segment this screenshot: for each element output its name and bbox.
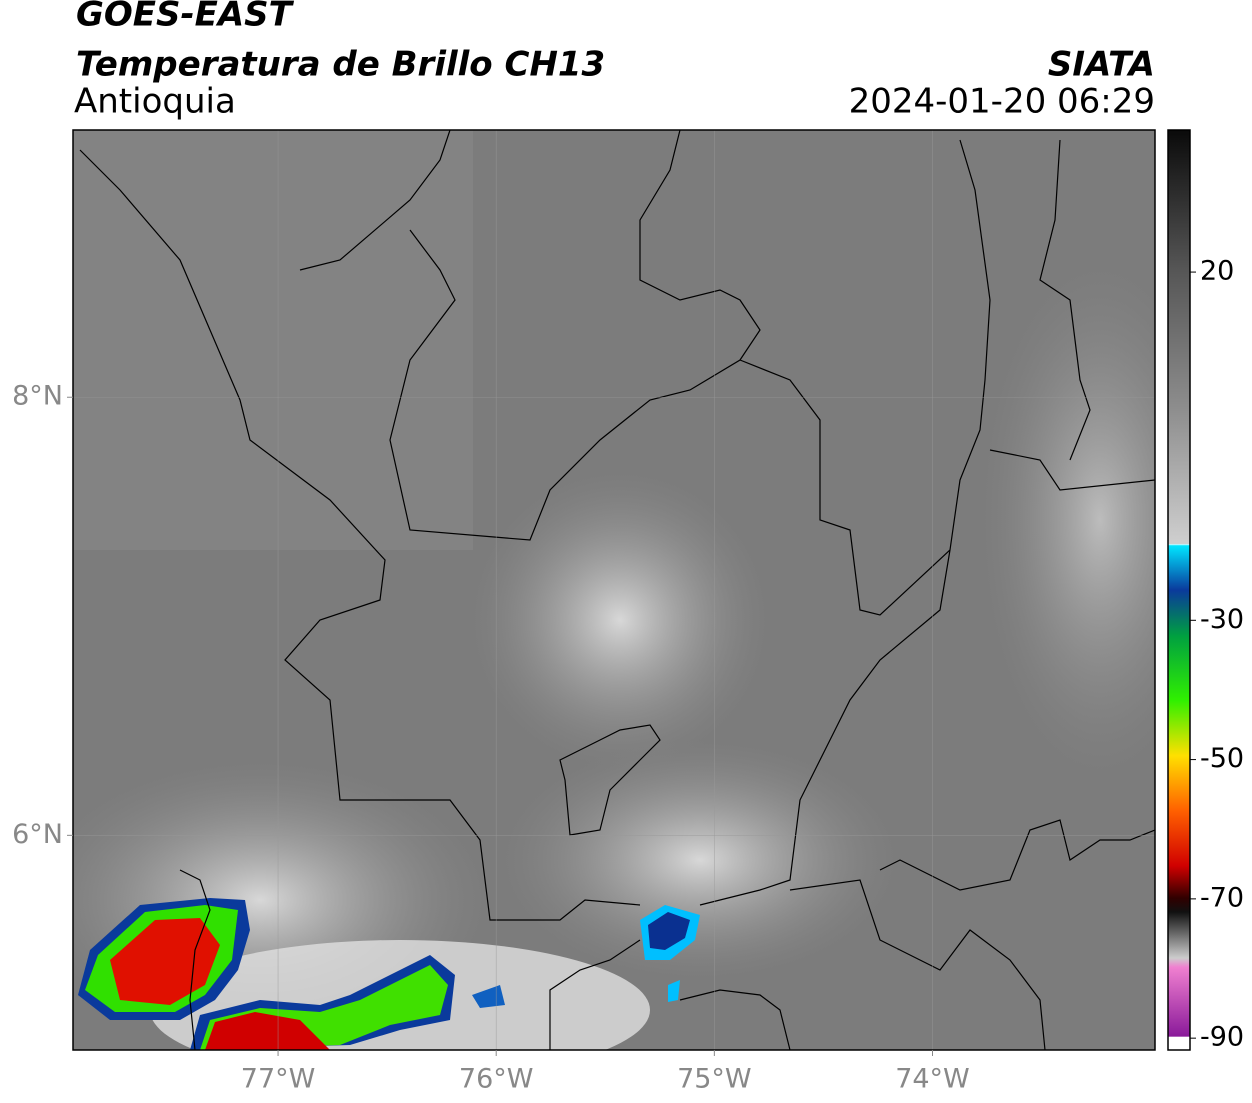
y-tick-label: 6°N	[12, 819, 63, 850]
x-tick-label: 77°W	[241, 1064, 316, 1095]
satellite-title: GOES-EAST	[76, 0, 295, 35]
datetime: 2024-01-20 06:29	[849, 82, 1155, 122]
y-tick-label: 8°N	[12, 381, 63, 412]
x-tick-label: 74°W	[895, 1064, 970, 1095]
source: SIATA	[1048, 45, 1155, 85]
colorbar	[1167, 129, 1191, 1051]
product-title: Temperatura de Brillo CH13	[76, 45, 605, 85]
map-frame	[72, 129, 1156, 1051]
colorbar-tick-label: -50	[1200, 743, 1244, 774]
colorbar-tick-label: -70	[1200, 882, 1244, 913]
x-tick-label: 76°W	[459, 1064, 534, 1095]
colorbar-tick-label: -90	[1200, 1022, 1244, 1053]
x-tick-label: 75°W	[677, 1064, 752, 1095]
colorbar-tick-label: -30	[1200, 604, 1244, 635]
region: Antioquia	[74, 82, 236, 122]
satellite-image	[73, 130, 1155, 1050]
colorbar-tick-label: 20	[1200, 256, 1234, 287]
